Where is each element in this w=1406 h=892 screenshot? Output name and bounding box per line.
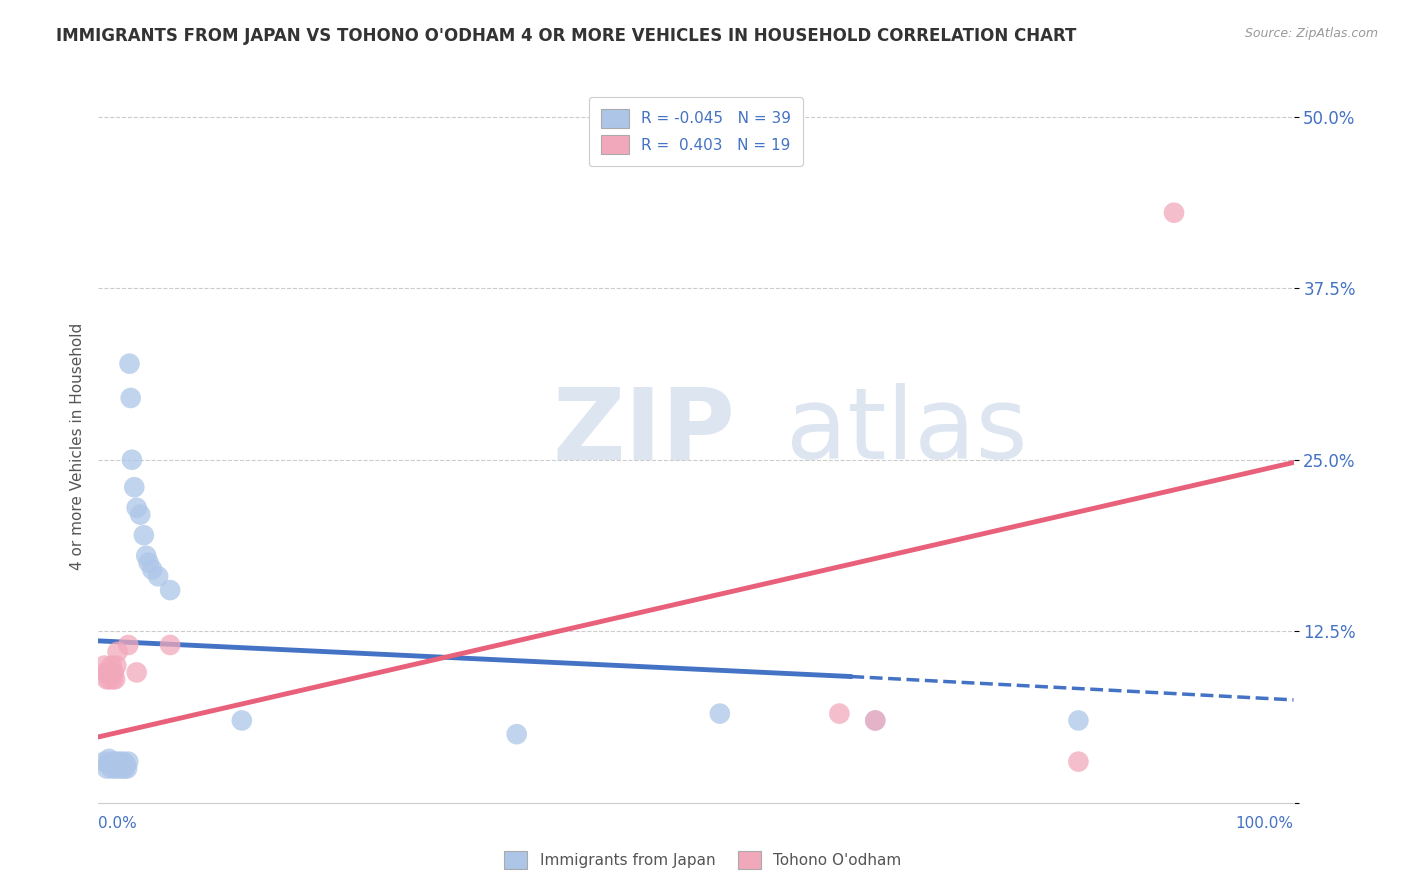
Point xyxy=(506,727,529,741)
Point xyxy=(96,673,118,687)
Point xyxy=(1067,755,1090,769)
Point xyxy=(132,528,155,542)
Point xyxy=(865,714,887,728)
Point xyxy=(98,673,121,687)
Point xyxy=(828,706,851,721)
Text: atlas: atlas xyxy=(786,384,1028,480)
Point xyxy=(115,757,138,772)
Point xyxy=(103,757,125,772)
Point xyxy=(104,762,127,776)
Point xyxy=(98,757,122,772)
Legend: Immigrants from Japan, Tohono O'odham: Immigrants from Japan, Tohono O'odham xyxy=(498,845,908,875)
Point xyxy=(120,391,142,405)
Point xyxy=(117,638,139,652)
Point xyxy=(124,480,146,494)
Point xyxy=(105,755,128,769)
Text: ZIP: ZIP xyxy=(553,384,735,480)
Legend: R = -0.045   N = 39, R =  0.403   N = 19: R = -0.045 N = 39, R = 0.403 N = 19 xyxy=(589,97,803,166)
Point xyxy=(148,569,170,583)
Point xyxy=(159,583,181,598)
Point xyxy=(108,755,131,769)
Point xyxy=(93,658,115,673)
Point xyxy=(114,762,136,776)
Point xyxy=(121,452,143,467)
Point xyxy=(231,714,253,728)
Point xyxy=(101,673,124,687)
Point xyxy=(97,757,120,772)
Point xyxy=(112,755,135,769)
Point xyxy=(93,755,115,769)
Point xyxy=(118,357,141,371)
Text: Source: ZipAtlas.com: Source: ZipAtlas.com xyxy=(1244,27,1378,40)
Text: IMMIGRANTS FROM JAPAN VS TOHONO O'ODHAM 4 OR MORE VEHICLES IN HOUSEHOLD CORRELAT: IMMIGRANTS FROM JAPAN VS TOHONO O'ODHAM … xyxy=(56,27,1077,45)
Point xyxy=(107,762,129,776)
Point xyxy=(97,665,120,680)
Y-axis label: 4 or more Vehicles in Household: 4 or more Vehicles in Household xyxy=(69,322,84,570)
Point xyxy=(141,562,163,576)
Point xyxy=(135,549,157,563)
Point xyxy=(1163,205,1185,219)
Point xyxy=(100,762,122,776)
Point xyxy=(105,658,128,673)
Point xyxy=(865,714,887,728)
Point xyxy=(107,645,129,659)
Point xyxy=(98,752,121,766)
Point xyxy=(101,755,124,769)
Point xyxy=(129,508,152,522)
Point xyxy=(94,665,117,680)
Point xyxy=(98,665,122,680)
Point xyxy=(1067,714,1090,728)
Point xyxy=(103,665,125,680)
Point xyxy=(96,762,118,776)
Point xyxy=(110,757,132,772)
Point xyxy=(115,762,138,776)
Point xyxy=(100,658,122,673)
Point xyxy=(111,762,134,776)
Point xyxy=(159,638,181,652)
Point xyxy=(125,665,148,680)
Text: 0.0%: 0.0% xyxy=(98,815,138,830)
Point xyxy=(107,757,129,772)
Point xyxy=(104,673,127,687)
Point xyxy=(117,755,139,769)
Text: 100.0%: 100.0% xyxy=(1236,815,1294,830)
Point xyxy=(125,500,148,515)
Point xyxy=(709,706,731,721)
Point xyxy=(138,556,160,570)
